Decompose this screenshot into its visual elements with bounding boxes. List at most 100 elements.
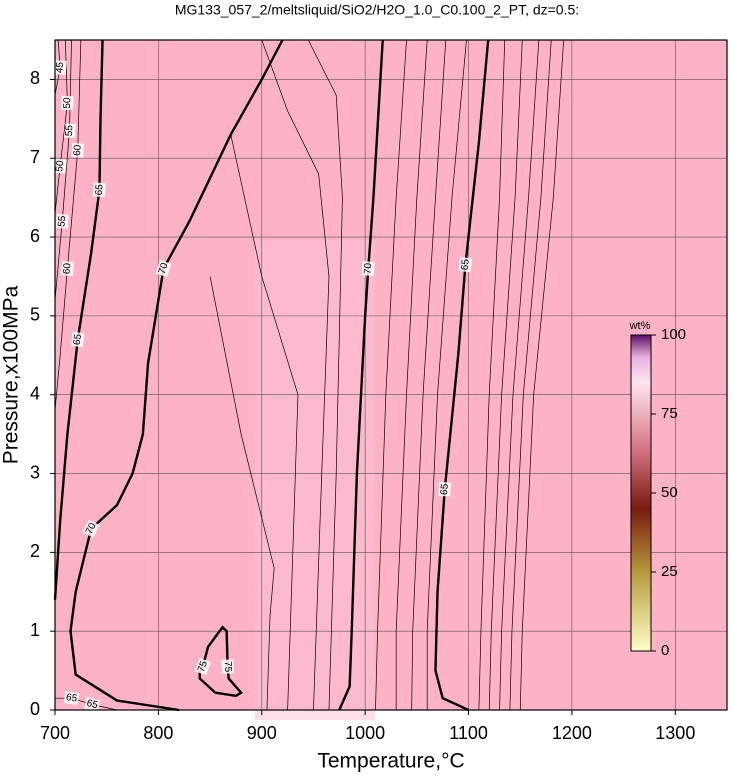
contour-line	[53, 39, 104, 600]
contour-line	[54, 39, 68, 214]
y-tick-label: 3	[30, 462, 40, 482]
contour-label-bg	[458, 257, 473, 273]
y-tick-label: 4	[30, 383, 40, 403]
colorbar-tick-label: 50	[661, 484, 678, 501]
colorbar-label: wt%	[629, 320, 651, 332]
contour-label-bg	[83, 696, 101, 713]
contour-label: 65	[85, 698, 99, 712]
y-tick-label: 7	[30, 147, 40, 167]
contour-label-group: 70	[155, 260, 172, 278]
contour-line	[509, 39, 552, 711]
contour-label-bg	[438, 481, 452, 497]
contour-label-group: 60	[71, 143, 85, 158]
contour-label: 70	[84, 521, 99, 536]
contour-label-group: 50	[61, 95, 74, 111]
x-axis-title: Temperature,°C	[317, 750, 464, 773]
contour-label-bg	[155, 260, 172, 278]
x-tick-label: 800	[143, 723, 173, 743]
x-tick-label: 1300	[655, 723, 695, 743]
contour-line	[338, 39, 384, 711]
contour-label-bg	[55, 213, 69, 229]
contour-label: 45	[55, 61, 67, 73]
contour-label-group: 70	[361, 261, 375, 276]
contour-label-bg	[70, 331, 85, 348]
contour-line	[499, 39, 540, 711]
contour-label: 70	[363, 262, 375, 274]
contour-label: 50	[62, 97, 73, 109]
contour-label-bg	[61, 95, 74, 111]
contour-label-bg	[92, 182, 106, 198]
colorbar-tick-label: 75	[661, 405, 678, 422]
x-tick-label: 900	[247, 723, 277, 743]
contour-line	[55, 697, 118, 711]
contour-label-group: 55	[55, 213, 69, 229]
contour-label-bg	[82, 519, 100, 538]
contour-label-group: 65	[438, 481, 452, 497]
contour-line	[69, 39, 284, 712]
contour-label-group: 75	[194, 658, 211, 676]
contour-line	[209, 276, 275, 711]
contour-label-group: 65	[63, 691, 80, 706]
colorbar-tick-label: 100	[661, 326, 686, 343]
contour-label-group: 65	[83, 696, 101, 713]
contour-label-group: 55	[63, 123, 76, 138]
contour-line	[261, 39, 330, 711]
contour-label: 75	[196, 659, 210, 674]
y-tick-label: 5	[30, 305, 40, 325]
contour-label-bg	[63, 691, 80, 706]
contour-label-group: 45	[53, 60, 67, 75]
contour-label-group: 65	[458, 257, 473, 273]
colorbar	[630, 334, 652, 652]
contour-label: 55	[64, 124, 76, 136]
colorbar-tick-label: 25	[661, 563, 678, 580]
y-tick-label: 2	[30, 541, 40, 561]
contour-label-group: 75	[221, 659, 234, 674]
contour-line	[395, 39, 428, 710]
contour-label-bg	[63, 123, 76, 138]
contour-label-group: 60	[60, 261, 74, 277]
contour-label: 60	[72, 144, 84, 156]
contour-line	[426, 39, 467, 710]
contour-label-group: 70	[82, 519, 100, 538]
contour-label: 50	[54, 160, 66, 173]
contour-label: 65	[460, 258, 472, 271]
x-tick-label: 1000	[345, 723, 385, 743]
contour-line	[488, 39, 523, 711]
contour-line	[478, 39, 506, 711]
contour-label-group: 65	[92, 182, 106, 198]
colorbar-tick-label: 0	[661, 642, 669, 659]
contour-line	[519, 39, 565, 711]
contour-label: 65	[439, 483, 451, 495]
contour-label-bg	[221, 659, 234, 674]
contour-label-group: 50	[53, 158, 67, 174]
contour-label-bg	[53, 60, 67, 75]
contour-line	[230, 134, 299, 711]
plot-area: 70 70 70 65 65 65 65 75 75 65 65 60 60 55 55 50 50 45	[53, 39, 728, 720]
y-tick-label: 8	[30, 68, 40, 88]
contour-label: 70	[157, 261, 171, 275]
contour-line	[54, 39, 72, 301]
contour-label-group: 65	[70, 331, 85, 348]
x-tick-label: 1200	[552, 723, 592, 743]
contour-line	[411, 39, 447, 711]
y-tick-label: 6	[30, 226, 40, 246]
plot-frame	[54, 39, 728, 711]
contour-label: 65	[65, 692, 78, 705]
contour-label-bg	[71, 143, 85, 158]
y-tick-label: 0	[30, 699, 40, 719]
plot-background	[55, 40, 727, 710]
x-tick-label: 700	[40, 723, 70, 743]
contour-line	[307, 39, 343, 711]
y-tick-label: 1	[30, 620, 40, 640]
contour-label: 60	[62, 262, 74, 274]
x-tick-label: 1100	[449, 723, 488, 743]
contour-label: 65	[94, 183, 106, 195]
y-axis-title: Pressure,x100MPa	[0, 285, 23, 464]
chart-title: MG133_057_2/meltsliquid/SiO2/H2O_1.0_C0.…	[175, 2, 579, 18]
contour-label: 55	[56, 215, 68, 227]
contour-label: 65	[72, 333, 84, 346]
contour-label-bg	[194, 658, 211, 676]
contour-label-bg	[53, 158, 67, 174]
